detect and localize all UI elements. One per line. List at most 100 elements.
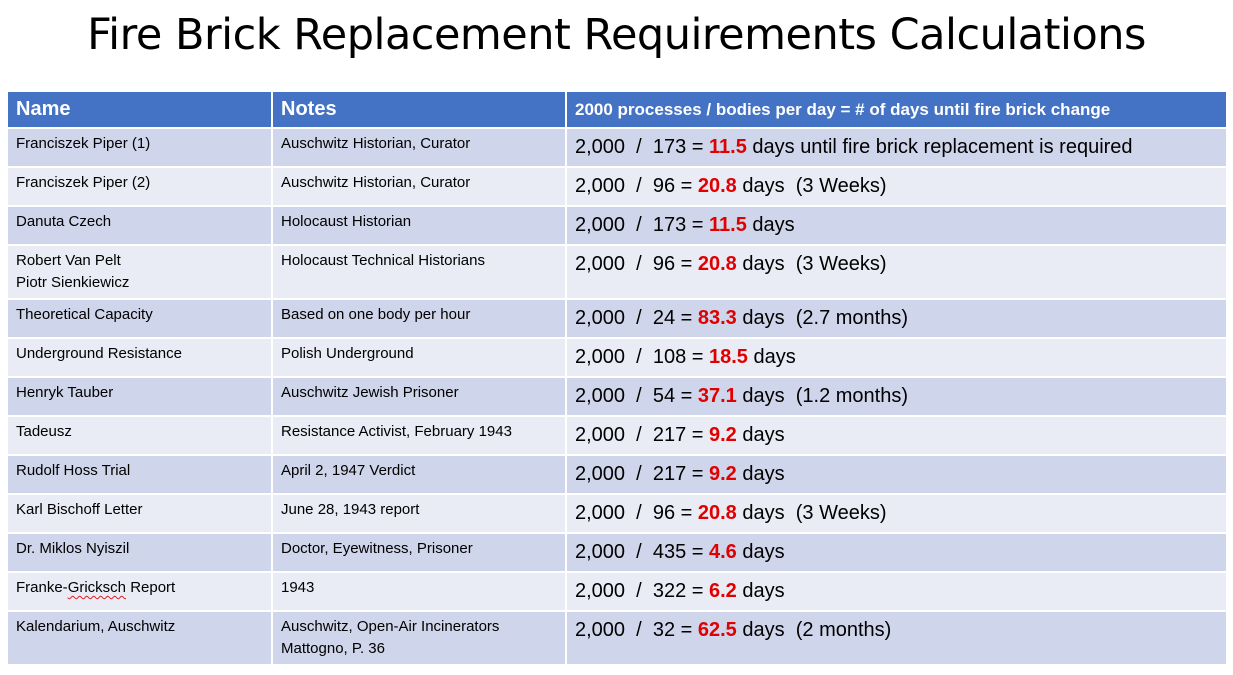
table-row: Franciszek Piper (1) Auschwitz Historian,… [6, 127, 1228, 168]
calculation-suffix: days [746, 214, 795, 236]
cell-notes: 1943 [271, 571, 567, 612]
column-header-notes: Notes [271, 90, 567, 129]
table-row: Henryk Tauber Auschwitz Jewish Prisoner 2,… [6, 376, 1228, 417]
table-row: Theoretical Capacity Based on one body pe… [6, 298, 1228, 339]
table-row: Robert Van Pelt Piotr Sienkiewicz Holocaus… [6, 244, 1228, 300]
notes-line: Auschwitz Jewish Prisoner [281, 384, 459, 401]
cell-name: Tadeusz [6, 415, 273, 456]
calculation-suffix: days (3 Weeks) [736, 175, 887, 197]
cell-calculation: 2,000 / 217 = 9.2 days [565, 454, 1228, 495]
calculation-result: 20.8 [697, 502, 737, 524]
notes-line: Based on one body per hour [281, 306, 471, 323]
name-line: Underground Resistance [16, 345, 182, 362]
cell-name: Karl Bischoff Letter [6, 493, 273, 534]
slide-title: Fire Brick Replacement Requirements Calc… [87, 10, 1146, 60]
notes-line: Resistance Activist, February 1943 [281, 423, 512, 440]
cell-calculation: 2,000 / 322 = 6.2 days [565, 571, 1228, 612]
calculation-formula: 2,000 / 173 = [575, 214, 709, 236]
calculation-result: 4.6 [709, 541, 737, 563]
cell-name: Robert Van Pelt Piotr Sienkiewicz [6, 244, 273, 300]
calculation-formula: 2,000 / 217 = [575, 463, 709, 485]
calculation-result: 9.2 [709, 463, 737, 485]
calculation-suffix: days (3 Weeks) [736, 253, 887, 275]
table-row: Tadeusz Resistance Activist, February 194… [6, 415, 1228, 456]
cell-notes: Holocaust Historian [271, 205, 567, 246]
cell-name: Franciszek Piper (2) [6, 166, 273, 207]
notes-line: Auschwitz Historian, Curator [281, 135, 471, 152]
calculation-result: 6.2 [709, 580, 737, 602]
cell-notes: Auschwitz Jewish Prisoner [271, 376, 567, 417]
calculation-result: 37.1 [697, 385, 737, 407]
name-line: Tadeusz [16, 423, 72, 440]
cell-notes: Auschwitz Historian, Curator [271, 127, 567, 168]
notes-line: Polish Underground [281, 345, 414, 362]
cell-notes: Polish Underground [271, 337, 567, 378]
calculation-formula: 2,000 / 173 = [575, 136, 709, 158]
name-line: Danuta Czech [16, 213, 112, 230]
calculation-suffix: days [736, 580, 785, 602]
calculation-result: 83.3 [697, 307, 737, 329]
table-row: Karl Bischoff Letter June 28, 1943 report… [6, 493, 1228, 534]
name-line: Franciszek Piper (2) [16, 174, 151, 191]
table-body: Franciszek Piper (1) Auschwitz Historian,… [6, 127, 1228, 666]
calculation-suffix: days [736, 424, 785, 446]
cell-notes: Based on one body per hour [271, 298, 567, 339]
spellcheck-underline: Gricksch [67, 579, 127, 596]
table-row: Franke-Gricksch Report 1943 2,000 / 322 = … [6, 571, 1228, 612]
cell-name: Franciszek Piper (1) [6, 127, 273, 168]
table-header-row: Name Notes 2000 processes / bodies per d… [6, 90, 1228, 129]
cell-name: Henryk Tauber [6, 376, 273, 417]
calculation-formula: 2,000 / 322 = [575, 580, 709, 602]
notes-line: Auschwitz, Open-Air Incinerators [281, 618, 500, 635]
cell-calculation: 2,000 / 173 = 11.5 days until fire brick… [565, 127, 1228, 168]
cell-notes: Resistance Activist, February 1943 [271, 415, 567, 456]
calculation-formula: 2,000 / 54 = [575, 385, 698, 407]
calculation-suffix: days until fire brick replacement is req… [746, 136, 1133, 158]
cell-calculation: 2,000 / 108 = 18.5 days [565, 337, 1228, 378]
cell-name: Dr. Miklos Nyiszil [6, 532, 273, 573]
cell-calculation: 2,000 / 96 = 20.8 days (3 Weeks) [565, 166, 1228, 207]
calculation-result: 62.5 [697, 619, 737, 641]
notes-line: Auschwitz Historian, Curator [281, 174, 471, 191]
notes-line: Holocaust Historian [281, 213, 412, 230]
name-line: Karl Bischoff Letter [16, 501, 143, 518]
column-header-calculation: 2000 processes / bodies per day = # of d… [565, 90, 1228, 129]
name-line: Dr. Miklos Nyiszil [16, 540, 130, 557]
cell-notes: April 2, 1947 Verdict [271, 454, 567, 495]
calculation-formula: 2,000 / 24 = [575, 307, 698, 329]
calculation-result: 9.2 [709, 424, 737, 446]
table-row: Rudolf Hoss Trial April 2, 1947 Verdict 2,… [6, 454, 1228, 495]
calculations-table: Name Notes 2000 processes / bodies per d… [6, 90, 1228, 666]
cell-calculation: 2,000 / 173 = 11.5 days [565, 205, 1228, 246]
calculation-suffix: days [736, 463, 785, 485]
name-line: Franke-Gricksch Report [16, 579, 176, 596]
calculation-result: 11.5 [709, 214, 747, 236]
name-line: Franciszek Piper (1) [16, 135, 151, 152]
cell-name: Danuta Czech [6, 205, 273, 246]
calculation-result: 20.8 [697, 253, 737, 275]
cell-name: Kalendarium, Auschwitz [6, 610, 273, 666]
table-row: Kalendarium, Auschwitz Auschwitz, Open-Ai… [6, 610, 1228, 666]
calculation-suffix: days (2 months) [736, 619, 892, 641]
name-line: Theoretical Capacity [16, 306, 153, 323]
calculation-formula: 2,000 / 96 = [575, 253, 698, 275]
notes-line: April 2, 1947 Verdict [281, 462, 416, 479]
table-row: Dr. Miklos Nyiszil Doctor, Eyewitness, Pr… [6, 532, 1228, 573]
notes-line: 1943 [281, 579, 315, 596]
calculation-formula: 2,000 / 96 = [575, 502, 698, 524]
calculation-suffix: days (3 Weeks) [736, 502, 887, 524]
calculation-formula: 2,000 / 435 = [575, 541, 709, 563]
name-line: Rudolf Hoss Trial [16, 462, 131, 479]
calculation-suffix: days [736, 541, 785, 563]
notes-line: Mattogno, P. 36 [281, 640, 385, 657]
cell-notes: Doctor, Eyewitness, Prisoner [271, 532, 567, 573]
cell-calculation: 2,000 / 24 = 83.3 days (2.7 months) [565, 298, 1228, 339]
calculation-suffix: days (1.2 months) [736, 385, 908, 407]
cell-calculation: 2,000 / 54 = 37.1 days (1.2 months) [565, 376, 1228, 417]
calculation-result: 20.8 [697, 175, 737, 197]
cell-calculation: 2,000 / 96 = 20.8 days (3 Weeks) [565, 493, 1228, 534]
name-line: Robert Van Pelt [16, 252, 121, 269]
table-row: Underground Resistance Polish Underground… [6, 337, 1228, 378]
table-row: Danuta Czech Holocaust Historian 2,000 / 1… [6, 205, 1228, 246]
calculation-result: 11.5 [709, 136, 747, 158]
